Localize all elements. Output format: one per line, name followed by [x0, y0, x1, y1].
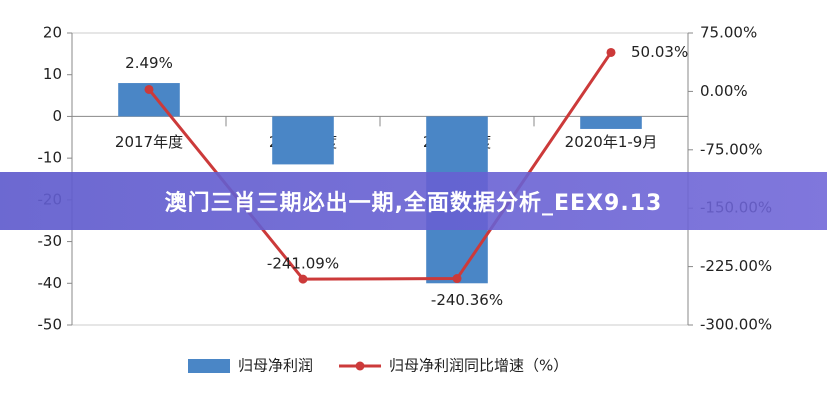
bar: [272, 116, 334, 165]
legend-label: 归母净利润: [238, 357, 313, 375]
y2-tick-label: -225.00%: [700, 257, 772, 275]
y2-tick-label: -300.00%: [700, 316, 772, 334]
line-point: [144, 84, 154, 94]
line: [147, 51, 613, 281]
legend-swatch: [188, 359, 230, 373]
x-tick-label: 2020年1-9月: [565, 133, 658, 151]
y2-tick-label: 75.00%: [700, 24, 757, 42]
legend-swatch: [355, 361, 365, 371]
y2-tick-label: 0.00%: [700, 82, 748, 100]
data-label: 50.03%: [631, 43, 688, 61]
bar: [580, 116, 642, 129]
y-tick-label: 0: [52, 107, 62, 125]
data-label: -241.09%: [267, 255, 339, 273]
data-label: 2.49%: [125, 54, 173, 72]
x-tick-label: 2017年度: [115, 133, 183, 151]
banner: 澳门三肖三期必出一期,全面数据分析_EEX9.13: [0, 172, 827, 230]
y-tick-label: 10: [43, 65, 62, 83]
line-point: [298, 274, 308, 284]
line-point: [606, 47, 616, 57]
y-tick-label: -50: [38, 316, 63, 334]
legend-label: 归母净利润同比增速（%）: [389, 357, 568, 375]
line-point: [452, 274, 462, 284]
data-label: -240.36%: [431, 291, 503, 309]
y-tick-label: 20: [43, 24, 62, 42]
y-tick-label: -30: [38, 232, 63, 250]
y2-tick-label: -75.00%: [700, 140, 763, 158]
y-tick-label: -40: [38, 274, 63, 292]
y-tick-label: -10: [38, 149, 63, 167]
